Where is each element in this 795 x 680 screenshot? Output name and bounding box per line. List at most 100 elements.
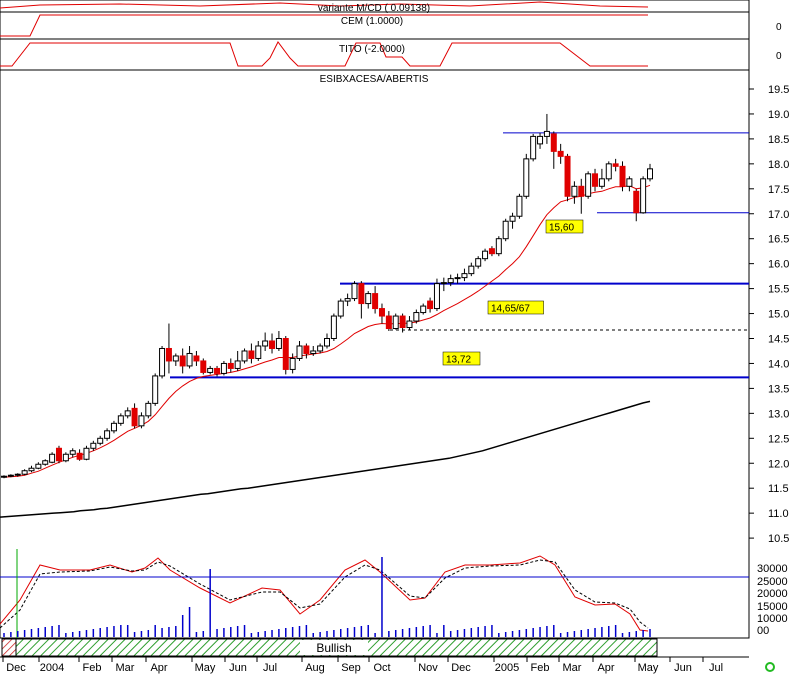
candle-body xyxy=(385,315,392,330)
candle-body xyxy=(633,190,640,214)
candlestick xyxy=(1,475,7,479)
bullish-label: Bullish xyxy=(316,641,351,655)
candle-body xyxy=(207,367,214,373)
price-tick-label: 18.0 xyxy=(768,159,789,171)
volume-tick-label: 20000 xyxy=(757,588,788,600)
level-callout-label: 13,72 xyxy=(446,355,471,366)
candle-body xyxy=(275,338,282,349)
candle-body xyxy=(220,362,227,374)
price-axis: 19.5 19.0 18.5 18.0 17.5 17.0 16.5 16.0 15.5 15.0… xyxy=(749,84,789,545)
candle-body xyxy=(509,215,516,222)
candle-body xyxy=(234,360,241,369)
price-tick-label: 12.0 xyxy=(768,458,789,470)
candle-body xyxy=(296,345,303,359)
candlestick xyxy=(619,161,626,192)
candlestick xyxy=(640,176,647,214)
bearish-hatch-segment xyxy=(1,638,17,657)
candlestick xyxy=(578,178,585,214)
candle-body xyxy=(214,367,221,374)
price-tick-label: 15.5 xyxy=(768,284,789,296)
candlestick xyxy=(186,345,193,369)
candle-body xyxy=(433,283,440,310)
candlestick xyxy=(447,274,454,287)
candlestick xyxy=(159,345,166,379)
candle-body xyxy=(612,163,619,167)
macd-panel-label: variante M/CD ( 0.09138) xyxy=(318,3,430,14)
main-chart-title: ESIBXACESA/ABERTIS xyxy=(320,74,429,85)
candlestick xyxy=(571,181,578,204)
candle-body xyxy=(1,475,7,478)
price-tick-label: 10.5 xyxy=(768,533,789,545)
candle-body xyxy=(598,178,605,187)
refresh-icon[interactable] xyxy=(765,662,775,672)
candle-body xyxy=(159,347,166,377)
candle-body xyxy=(7,474,14,477)
candle-body xyxy=(495,238,502,255)
time-tick-label: Feb xyxy=(531,662,550,674)
price-tick-label: 11.5 xyxy=(768,483,789,495)
support-resistance-lines: 15,60 14,65/67 13,72 xyxy=(170,132,749,379)
bullish-label-box xyxy=(300,640,368,655)
candlestick xyxy=(172,353,179,366)
candlestick xyxy=(200,358,207,375)
level-callout-label: 14,65/67 xyxy=(491,304,530,315)
time-axis: Dec 2004 Feb Mar Apr May Jun Jul Aug Sep Oct Nov Dec… xyxy=(0,656,749,674)
candle-body xyxy=(49,453,56,463)
candle-body xyxy=(83,447,90,460)
candlestick xyxy=(468,262,475,277)
candlestick xyxy=(495,236,502,257)
candle-body xyxy=(110,422,117,432)
candle-body xyxy=(62,453,69,462)
candle-body xyxy=(248,350,255,359)
moving-averages xyxy=(0,184,651,518)
time-tick-label: Apr xyxy=(597,662,614,674)
candlestick xyxy=(234,350,241,371)
candlestick xyxy=(564,153,571,202)
candlestick xyxy=(289,353,296,374)
time-tick-label: May xyxy=(195,662,216,674)
candle-body xyxy=(317,345,324,352)
candle-body xyxy=(543,130,550,137)
candlestick xyxy=(626,176,633,192)
candlestick xyxy=(358,281,365,319)
candle-body xyxy=(420,305,427,314)
candle-body xyxy=(55,447,62,462)
time-tick-label: 2005 xyxy=(495,662,519,674)
candlestick xyxy=(220,360,227,376)
candlestick xyxy=(385,311,392,332)
price-tick-label: 19.0 xyxy=(768,109,789,121)
candle-body xyxy=(454,277,461,280)
candlestick xyxy=(406,316,413,330)
candle-body xyxy=(378,308,385,317)
candlestick xyxy=(324,333,330,349)
candle-body xyxy=(365,293,372,305)
candlestick xyxy=(104,428,111,441)
time-tick-label: Mar xyxy=(116,662,135,674)
candle-body xyxy=(324,338,330,347)
candle-body xyxy=(647,168,653,180)
candle-body xyxy=(186,352,193,367)
candlestick xyxy=(365,291,372,309)
candlestick xyxy=(516,193,523,219)
time-tick-label: Mar xyxy=(563,662,582,674)
candlestick xyxy=(145,400,152,419)
time-tick-label: Jun xyxy=(229,662,247,674)
candle-body xyxy=(179,355,186,367)
candlestick xyxy=(69,448,76,458)
candle-body xyxy=(42,460,49,465)
price-tick-label: 14.5 xyxy=(768,334,789,346)
candlestick xyxy=(475,256,482,269)
candle-body xyxy=(399,315,406,329)
time-tick-label: Jul xyxy=(709,662,723,674)
time-tick-label: Sep xyxy=(341,662,361,674)
tito-panel-label: TITO (-2.0000) xyxy=(339,44,405,55)
candlestick xyxy=(605,161,612,182)
candlestick xyxy=(296,340,303,361)
candlestick xyxy=(55,445,62,464)
candlestick xyxy=(433,278,440,312)
candle-body xyxy=(28,467,35,472)
candlestick xyxy=(523,153,530,199)
price-tick-label: 16.0 xyxy=(768,259,789,271)
candlestick xyxy=(317,343,324,354)
